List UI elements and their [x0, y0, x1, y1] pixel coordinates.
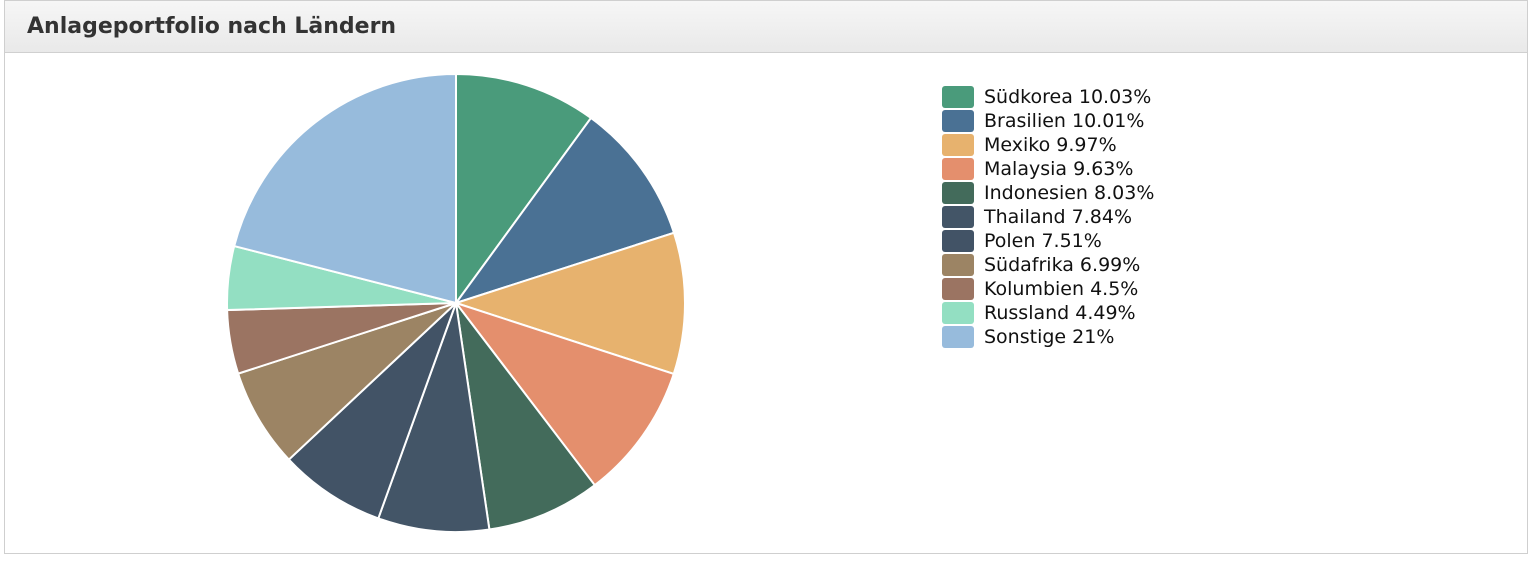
legend-swatch [942, 110, 974, 132]
legend-label: Brasilien 10.01% [984, 110, 1145, 132]
legend-swatch [942, 86, 974, 108]
legend-item-malaysia[interactable]: Malaysia 9.63% [942, 157, 1154, 181]
legend-swatch [942, 326, 974, 348]
pie-slice-indonesien[interactable] [455, 302, 597, 531]
pie-slice-thailand[interactable] [377, 302, 491, 533]
pie-slice-malaysia[interactable] [453, 301, 676, 487]
legend-item-polen[interactable]: Polen 7.51% [942, 229, 1154, 253]
legend-swatch [942, 230, 974, 252]
legend-label: Mexiko 9.97% [984, 134, 1117, 156]
legend-item-südkorea[interactable]: Südkorea 10.03% [942, 85, 1154, 109]
legend-item-indonesien[interactable]: Indonesien 8.03% [942, 181, 1154, 205]
pie-slice-polen[interactable] [287, 302, 457, 520]
legend-label: Südafrika 6.99% [984, 254, 1141, 276]
legend-swatch [942, 254, 974, 276]
chart-legend: Südkorea 10.03% Brasilien 10.01% Mexiko 9.… [942, 85, 1154, 349]
pie-slice-sonstige[interactable] [232, 72, 457, 305]
legend-item-thailand[interactable]: Thailand 7.84% [942, 205, 1154, 229]
legend-item-mexiko[interactable]: Mexiko 9.97% [942, 133, 1154, 157]
legend-swatch [942, 278, 974, 300]
panel-header: Anlageportfolio nach Ländern [5, 1, 1527, 53]
pie-slice-südkorea[interactable] [455, 72, 593, 307]
legend-item-russland[interactable]: Russland 4.49% [942, 301, 1154, 325]
legend-item-kolumbien[interactable]: Kolumbien 4.5% [942, 277, 1154, 301]
legend-label: Sonstige 21% [984, 326, 1115, 348]
legend-label: Südkorea 10.03% [984, 86, 1152, 108]
panel-title: Anlageportfolio nach Ländern [27, 14, 397, 39]
legend-swatch [942, 134, 974, 156]
legend-swatch [942, 206, 974, 228]
legend-label: Polen 7.51% [984, 230, 1102, 252]
legend-label: Malaysia 9.63% [984, 158, 1134, 180]
pie-slice-mexiko[interactable] [452, 231, 686, 376]
legend-swatch [942, 302, 974, 324]
legend-label: Thailand 7.84% [984, 206, 1132, 228]
pie-slice-brasilien[interactable] [453, 116, 676, 305]
legend-swatch [942, 158, 974, 180]
legend-swatch [942, 182, 974, 204]
legend-item-brasilien[interactable]: Brasilien 10.01% [942, 109, 1154, 133]
legend-label: Indonesien 8.03% [984, 182, 1155, 204]
legend-item-sonstige[interactable]: Sonstige 21% [942, 325, 1154, 349]
legend-label: Kolumbien 4.5% [984, 278, 1139, 300]
legend-item-südafrika[interactable]: Südafrika 6.99% [942, 253, 1154, 277]
legend-label: Russland 4.49% [984, 302, 1136, 324]
